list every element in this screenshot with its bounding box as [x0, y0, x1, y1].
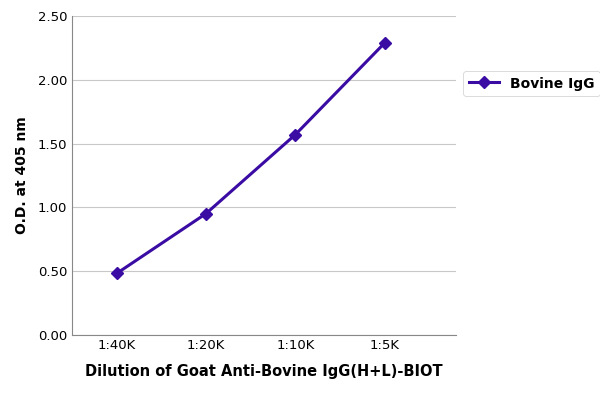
- Bovine IgG: [381, 41, 388, 46]
- Bovine IgG: [113, 271, 120, 276]
- Legend: Bovine IgG: Bovine IgG: [463, 71, 600, 96]
- Bovine IgG: [202, 211, 209, 216]
- X-axis label: Dilution of Goat Anti-Bovine IgG(H+L)-BIOT: Dilution of Goat Anti-Bovine IgG(H+L)-BI…: [85, 364, 443, 379]
- Bovine IgG: [292, 132, 299, 137]
- Line: Bovine IgG: Bovine IgG: [112, 39, 389, 277]
- Y-axis label: O.D. at 405 nm: O.D. at 405 nm: [16, 117, 29, 234]
